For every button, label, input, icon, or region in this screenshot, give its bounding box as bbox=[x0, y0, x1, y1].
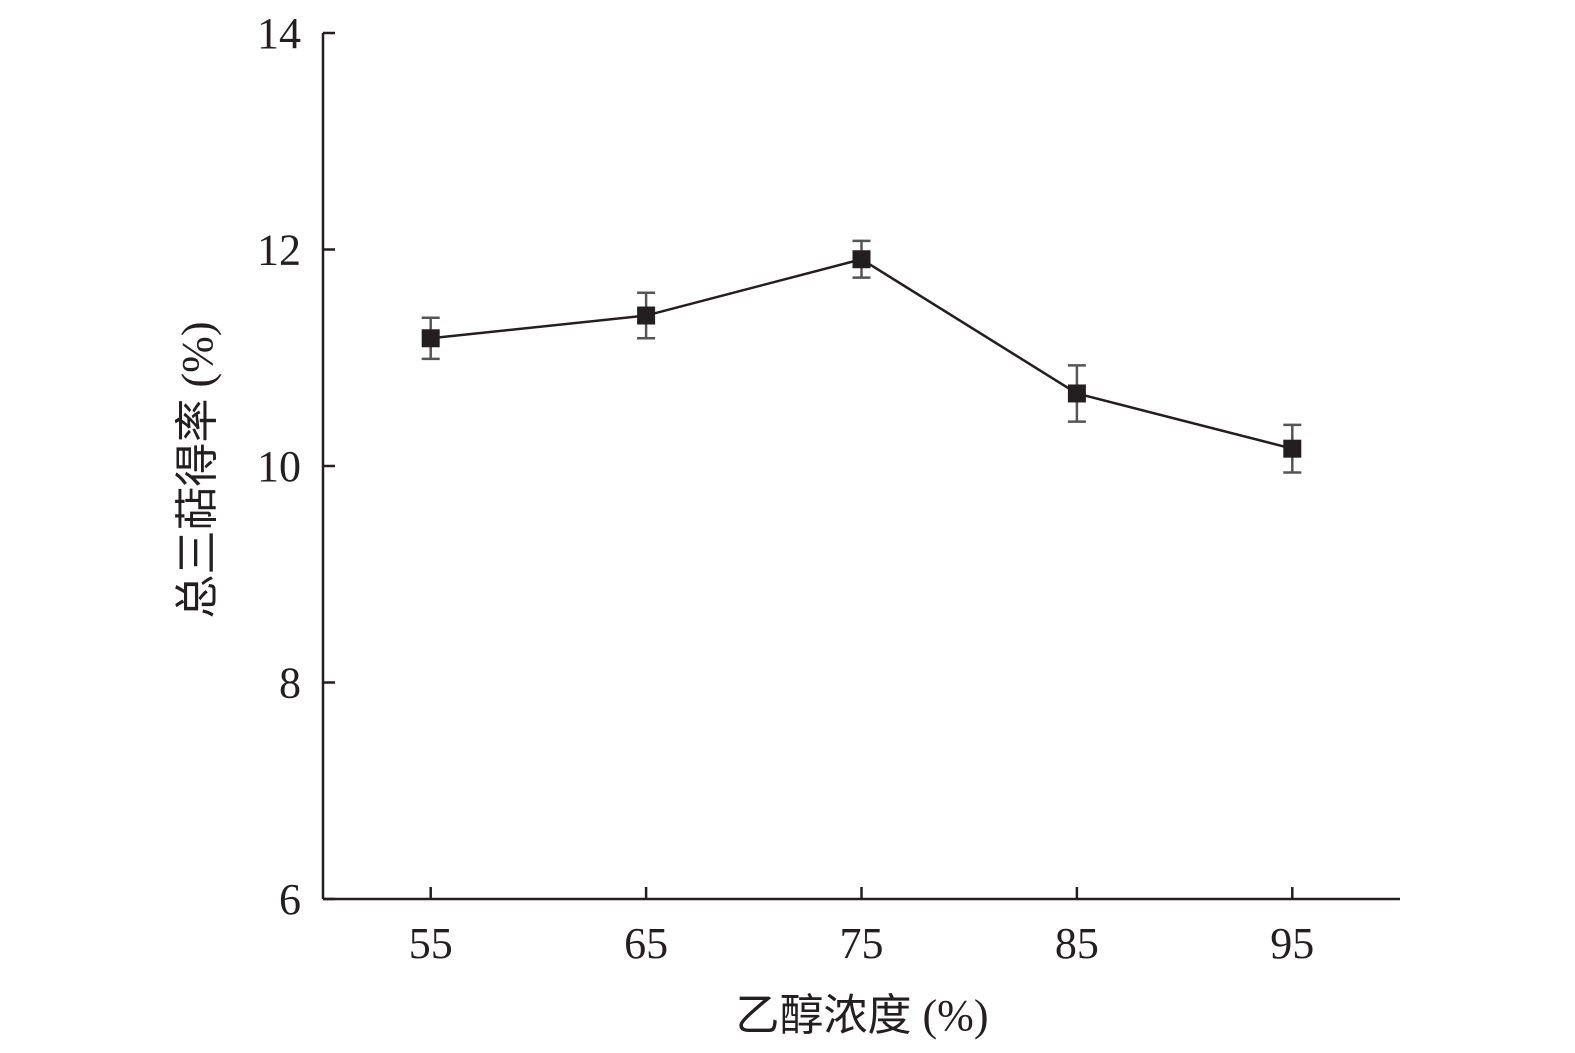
y-tick-label: 8 bbox=[279, 659, 301, 708]
y-tick-label: 10 bbox=[257, 442, 301, 491]
y-tick-label: 12 bbox=[257, 226, 301, 275]
x-axis-title: 乙醇浓度 (%) bbox=[736, 991, 989, 1040]
series-line bbox=[430, 257, 1293, 450]
axes: 6 8 10 12 14 55 65 75 85 95 bbox=[257, 9, 1400, 968]
x-tick-label: 95 bbox=[1270, 919, 1314, 968]
data-point bbox=[852, 250, 871, 269]
data-point bbox=[1067, 384, 1086, 403]
data-point bbox=[637, 306, 656, 325]
x-tick-label: 85 bbox=[1055, 919, 1099, 968]
y-axis-title: 总三萜得率 (%) bbox=[173, 322, 222, 619]
data-point bbox=[421, 329, 440, 348]
x-tick-label: 55 bbox=[409, 919, 453, 968]
x-tick-label: 65 bbox=[624, 919, 668, 968]
data-point bbox=[1283, 439, 1302, 458]
data-marks bbox=[421, 239, 1302, 474]
y-tick-label: 6 bbox=[279, 875, 301, 924]
x-tick-label: 75 bbox=[840, 919, 884, 968]
y-tick-label: 14 bbox=[257, 9, 301, 58]
